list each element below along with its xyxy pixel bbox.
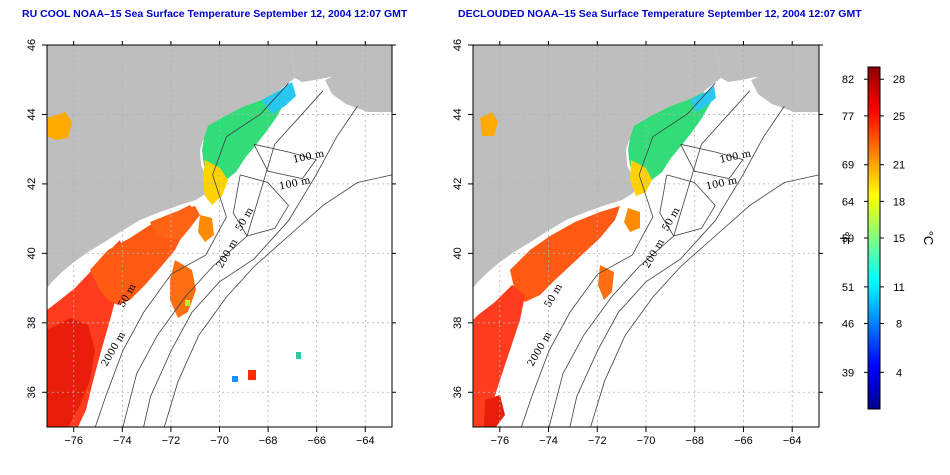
y-tick-label: 40	[26, 247, 38, 259]
bathymetry-contour	[569, 105, 785, 427]
y-tick-label: 38	[452, 317, 464, 329]
y-tick-label: 42	[452, 178, 464, 190]
left-panel-title: RU COOL NOAA–15 Sea Surface Temperature …	[22, 8, 408, 20]
fahrenheit-tick-label: 59	[842, 233, 854, 245]
left-map-panel	[47, 45, 392, 427]
fahrenheit-tick-label: 77	[842, 111, 854, 123]
bathymetry-contour	[94, 82, 289, 427]
fahrenheit-tick-label: 82	[842, 74, 854, 86]
colorbar-ticks: 82 28 77 25 69 21 64 18 59 15 51 11 46 8 39 4	[842, 74, 905, 379]
bathymetry-contour	[680, 143, 744, 180]
celsius-tick-label: 8	[896, 319, 902, 331]
x-tick-label: −66	[734, 435, 753, 447]
y-tick-label: 36	[26, 386, 38, 398]
x-tick-label: −76	[64, 435, 83, 447]
y-tick-label: 44	[26, 108, 38, 120]
bathymetry-contour	[122, 90, 324, 427]
celsius-tick-label: 11	[893, 282, 904, 294]
x-tick-label: −68	[259, 435, 278, 447]
fahrenheit-tick-label: 51	[842, 282, 854, 294]
colorbar: 82 28 77 25 69 21 64 18 59 15 51 11 46 8 39 4 °F °C	[837, 66, 936, 410]
x-tick-label: −74	[113, 435, 132, 447]
bathymetry-contour	[163, 174, 392, 427]
x-tick-label: −74	[539, 435, 558, 447]
x-tick-label: −70	[637, 435, 656, 447]
x-tick-label: −70	[210, 435, 229, 447]
x-tick-label: −76	[490, 435, 509, 447]
celsius-axis-label: °C	[921, 231, 936, 246]
y-tick-label: 40	[452, 247, 464, 259]
celsius-tick-label: 15	[893, 233, 905, 245]
celsius-tick-label: 25	[893, 111, 905, 123]
y-tick-label: 38	[26, 317, 38, 329]
fahrenheit-tick-label: 39	[842, 367, 854, 379]
celsius-tick-label: 21	[893, 160, 905, 172]
bathymetry-contour	[143, 105, 358, 427]
right-panel-title: DECLOUDED NOAA–15 Sea Surface Temperatur…	[458, 8, 862, 20]
fahrenheit-tick-label: 46	[842, 319, 854, 331]
x-tick-label: −66	[307, 435, 326, 447]
y-tick-label: 46	[452, 39, 464, 51]
bathymetry-contour	[659, 174, 716, 237]
x-tick-label: −72	[588, 435, 607, 447]
bathymetry-contour	[590, 174, 819, 427]
y-tick-label: 46	[26, 39, 38, 51]
celsius-tick-label: 28	[893, 74, 905, 86]
celsius-tick-label: 4	[896, 367, 902, 379]
bathymetry-contour	[548, 90, 751, 427]
x-tick-label: −68	[685, 435, 704, 447]
y-tick-label: 36	[452, 386, 464, 398]
x-tick-label: −64	[356, 435, 375, 447]
y-tick-label: 44	[452, 108, 464, 120]
colorbar-scale	[867, 66, 881, 410]
fahrenheit-tick-label: 64	[842, 196, 854, 208]
fahrenheit-tick-label: 69	[842, 160, 854, 172]
bathymetry-contour	[253, 143, 317, 180]
y-tick-label: 42	[26, 178, 38, 190]
bathymetry-contour	[521, 82, 716, 427]
fahrenheit-axis-label: °F	[837, 231, 852, 244]
celsius-tick-label: 18	[893, 196, 905, 208]
x-tick-label: −72	[162, 435, 181, 447]
x-tick-label: −64	[783, 435, 802, 447]
bathymetry-contour	[232, 174, 289, 237]
sst-coverage	[473, 86, 716, 427]
